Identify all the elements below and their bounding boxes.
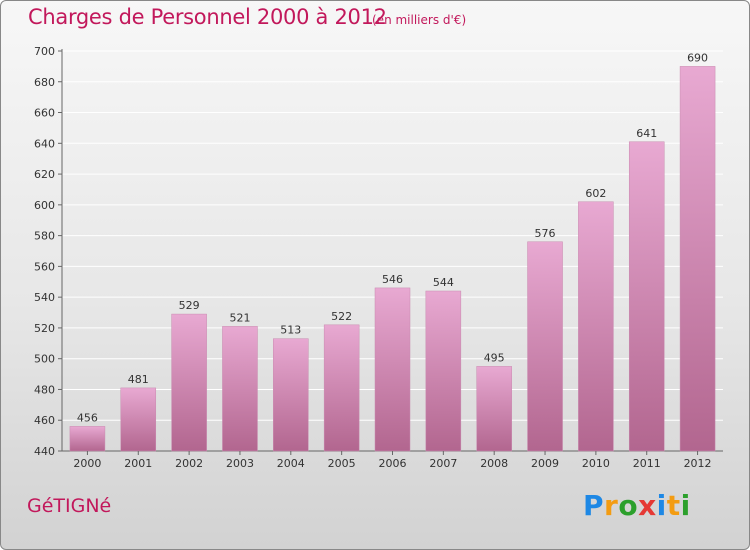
y-tick-label: 500 [34, 353, 55, 366]
data-label: 602 [585, 187, 606, 200]
y-tick-label: 560 [34, 260, 55, 273]
logo-letter: o [618, 489, 639, 522]
logo-letter: P [583, 489, 605, 522]
logo-letter: x [638, 489, 657, 522]
bar [120, 387, 157, 452]
y-tick-label: 700 [34, 45, 55, 58]
x-tick-label: 2001 [124, 457, 152, 470]
y-tick-label: 440 [34, 445, 55, 458]
bar [273, 338, 309, 452]
chart-subtitle: (en milliers d'€) [372, 13, 467, 27]
bar [628, 141, 665, 452]
data-label: 495 [484, 351, 505, 364]
x-tick-label: 2007 [429, 457, 457, 470]
bar [323, 324, 360, 452]
x-tick-label: 2005 [328, 457, 356, 470]
data-label: 513 [280, 324, 301, 337]
x-tick-label: 2009 [531, 457, 559, 470]
x-tick-label: 2011 [633, 457, 661, 470]
data-label: 544 [433, 276, 454, 289]
y-tick-label: 680 [34, 76, 55, 89]
logo-letter: t [666, 489, 681, 522]
x-tick-label: 2003 [226, 457, 254, 470]
x-tick-label: 2010 [582, 457, 610, 470]
x-tick-label: 2004 [277, 457, 305, 470]
y-tick-label: 600 [34, 199, 55, 212]
data-label: 529 [179, 299, 200, 312]
y-tick-label: 660 [34, 107, 55, 120]
y-tick-label: 480 [34, 383, 55, 396]
bar [374, 287, 411, 452]
data-label: 576 [535, 227, 556, 240]
logo-letter: i [656, 489, 667, 522]
data-label: 546 [382, 273, 403, 286]
y-tick-label: 580 [34, 230, 55, 243]
bar [679, 66, 716, 452]
x-tick-label: 2002 [175, 457, 203, 470]
x-tick-label: 2000 [73, 457, 101, 470]
x-tick-label: 2012 [684, 457, 712, 470]
logo-letter: r [604, 489, 619, 522]
data-label: 521 [229, 311, 250, 324]
data-label: 522 [331, 310, 352, 323]
proxiti-logo[interactable]: Proxiti [583, 489, 691, 522]
x-tick-label: 2006 [379, 457, 407, 470]
data-label: 481 [128, 373, 149, 386]
bar [425, 290, 462, 452]
y-tick-label: 520 [34, 322, 55, 335]
bar [171, 313, 207, 452]
x-tick-label: 2008 [480, 457, 508, 470]
bar [476, 366, 512, 452]
bar [69, 426, 106, 452]
city-name: GéTIGNé [27, 495, 112, 517]
chart-title: Charges de Personnel 2000 à 2012 [28, 5, 387, 29]
bar [527, 241, 563, 452]
y-tick-label: 460 [34, 414, 55, 427]
logo-letter: i [680, 489, 691, 522]
bar [222, 326, 258, 452]
y-tick-label: 540 [34, 291, 55, 304]
data-label: 641 [636, 127, 657, 140]
data-label: 456 [77, 411, 98, 424]
y-tick-label: 620 [34, 168, 55, 181]
data-label: 690 [687, 51, 708, 64]
bar [578, 201, 614, 452]
y-tick-label: 640 [34, 137, 55, 150]
